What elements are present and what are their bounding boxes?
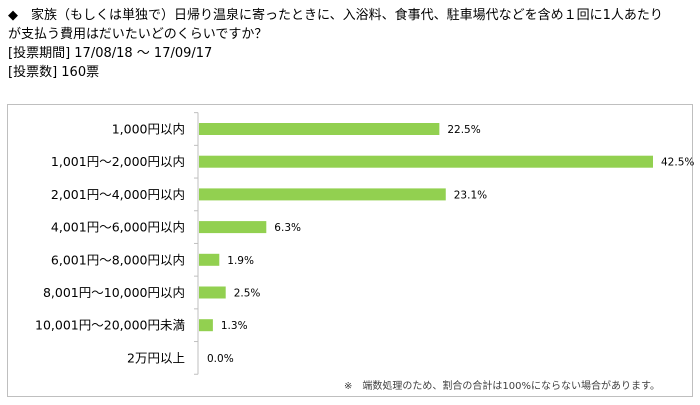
footnote: ※ 端数処理のため、割合の合計は100%にならない場合があります。 bbox=[344, 381, 660, 392]
question-text-line2: が支払う費用はだいたいどのくらいですか？ bbox=[8, 27, 268, 42]
category-label: 6,001円～8,000円以内 bbox=[51, 252, 185, 267]
vote-count: [投票数] 160票 bbox=[8, 65, 100, 80]
chart-frame bbox=[7, 104, 693, 397]
bar bbox=[199, 319, 213, 332]
voting-period: [投票期間] 17/08/18 ～ 17/09/17 bbox=[8, 46, 213, 61]
category-label: 2万円以上 bbox=[127, 350, 185, 365]
data-label: 0.0% bbox=[207, 353, 234, 365]
data-label: 1.9% bbox=[227, 255, 254, 267]
bar bbox=[199, 155, 653, 168]
category-label: 8,001円～10,000円以内 bbox=[43, 285, 185, 300]
survey-header: ◆ 家族（もしくは単独で）日帰り温泉に寄ったときに、入浴料、食事代、駐車場代など… bbox=[8, 6, 696, 82]
category-label: 1,000円以内 bbox=[112, 122, 185, 137]
data-label: 2.5% bbox=[234, 288, 261, 300]
bar bbox=[199, 188, 446, 201]
question-text-line1: ◆ 家族（もしくは単独で）日帰り温泉に寄ったときに、入浴料、食事代、駐車場代など… bbox=[8, 8, 663, 23]
bar bbox=[199, 221, 267, 234]
data-label: 6.3% bbox=[274, 222, 301, 234]
bar bbox=[199, 123, 440, 135]
data-label: 22.5% bbox=[447, 124, 480, 136]
category-label: 10,001円～20,000円未満 bbox=[35, 318, 185, 333]
category-label: 4,001円～6,000円以内 bbox=[51, 220, 185, 235]
category-label: 2,001円～4,000円以内 bbox=[51, 187, 185, 202]
data-label: 42.5% bbox=[661, 157, 694, 169]
bar bbox=[199, 253, 220, 266]
data-label: 23.1% bbox=[454, 189, 487, 201]
data-label: 1.3% bbox=[221, 320, 248, 332]
bar bbox=[199, 286, 226, 299]
category-label: 1,001円～2,000円以内 bbox=[51, 154, 185, 169]
